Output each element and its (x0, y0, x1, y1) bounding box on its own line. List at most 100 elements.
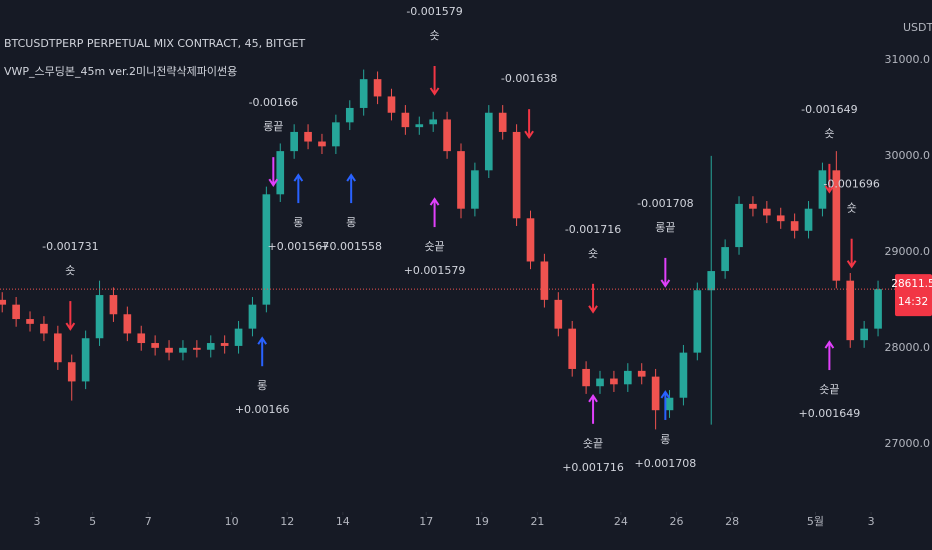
signal-label: 숏 (847, 202, 857, 215)
signal-arrow-head (846, 260, 857, 269)
candle-body (804, 208, 813, 231)
signal: -0.001638 (501, 72, 557, 139)
candle-body (540, 261, 549, 300)
candle-body (693, 290, 702, 353)
signal-label: +0.001649 (799, 407, 861, 420)
signal-arrow-head (429, 87, 440, 96)
signal-arrow-head (268, 178, 279, 187)
x-tick-label: 19 (475, 515, 489, 528)
candle-body (332, 122, 340, 147)
signal-label: 롱 (293, 216, 303, 229)
candle-body (679, 352, 688, 398)
candle-body (568, 328, 577, 369)
candle-body (234, 328, 243, 346)
candle-body (26, 319, 34, 324)
candle-body (832, 170, 841, 281)
signal-label: 숏 (65, 264, 75, 277)
candle-body (443, 119, 451, 152)
candle-body (67, 362, 76, 382)
y-tick-label: 29000.0 (885, 245, 931, 258)
candle-body (484, 112, 493, 171)
signal-arrow-head (824, 340, 835, 349)
signal: 롱 +0.001567 (267, 173, 329, 253)
x-tick-label: 28 (725, 515, 739, 528)
signal-label: -0.001696 (823, 178, 879, 191)
candle-body (206, 343, 215, 350)
signal: -0.00166 롱끝 (249, 96, 298, 187)
y-tick-label: 31000.0 (885, 53, 931, 66)
candle-body (749, 203, 757, 209)
candle-body (415, 124, 424, 128)
signal-label: 숏끝 (583, 437, 603, 450)
candle-body (109, 295, 118, 315)
signal-label: -0.001649 (801, 103, 857, 116)
signal-label: +0.001708 (634, 457, 696, 470)
current-price: 28611.5 (891, 278, 932, 290)
signal: -0.001716 숏 (565, 223, 621, 314)
y-tick-label: 30000.0 (885, 149, 931, 162)
x-tick-label: 24 (614, 515, 628, 528)
candle-body (40, 323, 48, 334)
signal-label: 롱끝 (655, 221, 675, 234)
signal-label: 롱 (257, 379, 267, 392)
candle-body (0, 299, 7, 305)
signal: -0.001649 숏 (801, 103, 858, 194)
signal-arrow-head (65, 322, 76, 331)
signal-label: 숏 (430, 29, 440, 42)
signal-arrow-head (660, 279, 671, 288)
signal-label: 롱 (660, 433, 670, 446)
signal-arrow-head (588, 305, 598, 314)
x-tick-label: 21 (530, 515, 544, 528)
signal: -0.001579 숏 (406, 5, 463, 96)
signal: -0.001696 숏 (823, 178, 880, 269)
signal: 롱 +0.001708 (634, 390, 696, 470)
candle-body (582, 368, 590, 387)
candle-body (512, 131, 521, 219)
candle-body (179, 347, 187, 353)
candle-body (359, 79, 368, 108)
candle-body (860, 328, 868, 341)
candle-body (776, 215, 785, 222)
signal-label: -0.001638 (501, 72, 557, 85)
signal: 숏끝 +0.001716 (562, 393, 624, 474)
signal-label: -0.001716 (565, 223, 621, 236)
candle-body (735, 203, 743, 248)
candle-body (721, 247, 729, 272)
candle-body (498, 112, 507, 132)
signal-arrow-head (588, 393, 598, 403)
candle-body (193, 347, 201, 350)
signal-label: 숏끝 (424, 240, 444, 253)
signal-label: -0.001731 (42, 240, 98, 253)
candle-body (81, 338, 90, 382)
candle-body (846, 280, 855, 341)
x-tick-label: 7 (145, 515, 152, 528)
candle-body (526, 218, 535, 262)
candle-body (471, 170, 479, 209)
candle-body (818, 170, 827, 209)
signal: -0.001708 롱끝 (637, 197, 694, 288)
signal: -0.001731 숏 (42, 240, 99, 331)
candle-body (248, 304, 257, 329)
candle-body (874, 289, 882, 329)
x-tick-label: 5 (89, 515, 96, 528)
signal-label: -0.00166 (249, 96, 298, 109)
candle-body (610, 378, 618, 385)
signal-label: +0.001716 (562, 461, 624, 474)
countdown: 14:32 (898, 296, 928, 308)
candle-body (12, 304, 20, 320)
x-tick-label: 14 (336, 515, 350, 528)
signal-label: -0.001708 (637, 197, 693, 210)
indicator-title: VWP_스무딩본_45m ver.2미니전략삭제파이썬용 (4, 65, 237, 78)
signal-label: 숏 (588, 247, 598, 260)
candle-body (651, 376, 660, 411)
y-unit: USDT (903, 21, 932, 34)
x-tick-label: 5월 (807, 515, 824, 528)
candle-body (54, 333, 62, 363)
signal-arrow-head (257, 336, 268, 345)
signal: 숏끝 +0.001649 (799, 340, 861, 420)
candle-body (401, 112, 410, 128)
y-tick-label: 27000.0 (885, 437, 931, 450)
signal-label: +0.00166 (235, 403, 290, 416)
chart-title: BTCUSDTPERP PERPETUAL MIX CONTRACT, 45, … (4, 37, 306, 50)
